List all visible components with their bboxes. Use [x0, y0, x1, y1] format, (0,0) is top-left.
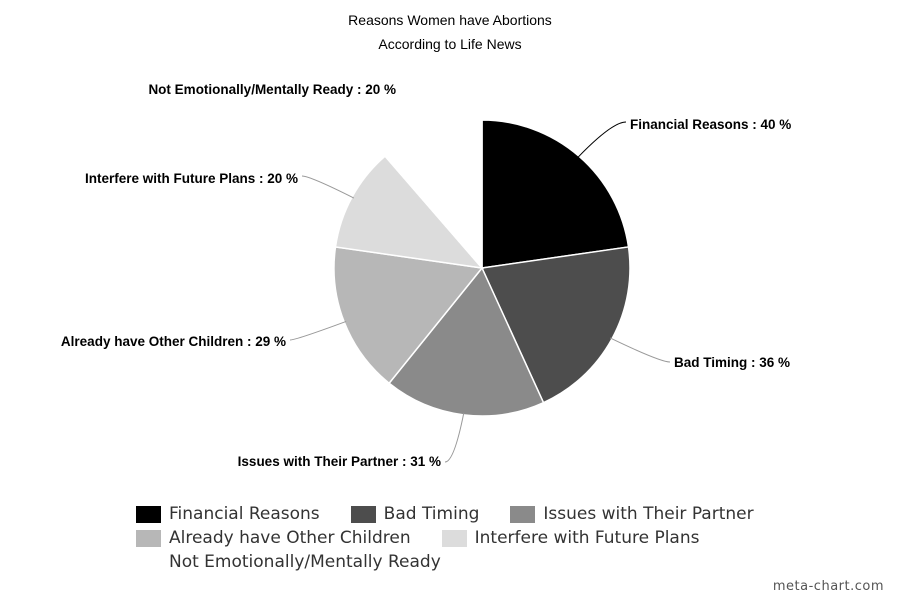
slice-label-financial-reasons: Financial Reasons : 40 %	[630, 117, 791, 132]
legend-label: Already have Other Children	[169, 528, 411, 548]
legend-item-issues-with-their-partner: Issues with Their Partner	[510, 503, 754, 525]
label-leaders	[289, 89, 671, 463]
legend-item-not-emotionally-mentally-ready: Not Emotionally/Mentally Ready	[136, 551, 441, 573]
leader-line-financial-reasons	[577, 121, 627, 159]
legend-label: Financial Reasons	[169, 504, 320, 524]
slice-label-interfere-with-future-plans: Interfere with Future Plans : 20 %	[85, 171, 298, 186]
legend-swatch	[136, 553, 161, 571]
legend-label: Bad Timing	[383, 504, 480, 524]
leader-line-already-have-other-children	[289, 320, 347, 341]
legend-swatch	[441, 529, 467, 547]
legend-label: Not Emotionally/Mentally Ready	[169, 552, 441, 572]
legend-item-already-have-other-children: Already have Other Children	[136, 527, 411, 549]
legend-item-bad-timing: Bad Timing	[350, 503, 480, 525]
legend-label: Interfere with Future Plans	[474, 528, 700, 548]
legend-swatch	[350, 505, 376, 523]
legend-item-financial-reasons: Financial Reasons	[136, 503, 320, 525]
slice-label-not-emotionally-mentally-ready: Not Emotionally/Mentally Ready : 20 %	[148, 82, 396, 97]
legend-swatch	[136, 505, 161, 523]
chart-legend: Financial Reasons Bad Timing Issues with T…	[136, 503, 836, 573]
legend-swatch	[136, 529, 161, 547]
slice-label-already-have-other-children: Already have Other Children : 29 %	[61, 334, 286, 349]
slice-label-bad-timing: Bad Timing : 36 %	[674, 355, 790, 370]
watermark: meta-chart.com	[772, 579, 884, 594]
leader-line-interfere-with-future-plans	[301, 175, 355, 199]
leader-line-not-emotionally-mentally-ready	[399, 89, 432, 132]
chart-title: Reasons Women have Abortions	[348, 12, 552, 28]
slice-labels: Financial Reasons : 40 % Bad Timing : 36 …	[61, 82, 791, 469]
slice-label-issues-with-their-partner: Issues with Their Partner : 31 %	[238, 454, 441, 469]
legend-label: Issues with Their Partner	[543, 504, 754, 524]
leader-line-issues-with-their-partner	[444, 412, 465, 463]
legend-swatch	[510, 505, 536, 523]
leader-line-bad-timing	[609, 337, 671, 363]
chart-subtitle: According to Life News	[378, 36, 521, 52]
pie-slices	[333, 119, 631, 417]
pie-slice-financial-reasons	[481, 119, 630, 269]
legend-item-interfere-with-future-plans: Interfere with Future Plans	[441, 527, 700, 549]
